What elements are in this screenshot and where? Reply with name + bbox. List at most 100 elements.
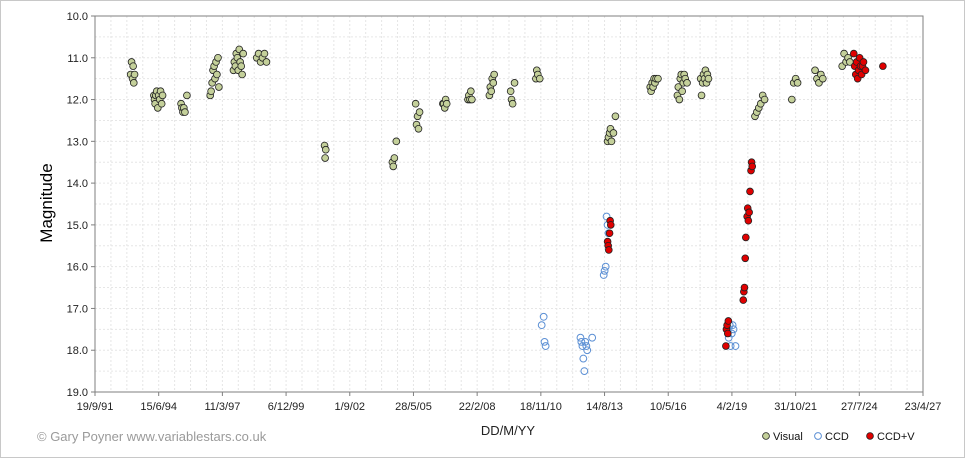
y-tick-label: 14.0: [67, 178, 88, 190]
data-point: [600, 266, 609, 275]
y-axis-ticks: 10.0 11.0 12.0 13.0 14.0 15.0 16.0 17.0 18.0 19.0: [67, 11, 95, 399]
data-point: [183, 91, 191, 100]
data-point: [746, 187, 754, 196]
data-point: [414, 125, 423, 133]
data-point: [740, 283, 749, 292]
data-point: [742, 233, 750, 242]
y-tick-label: 11.0: [67, 53, 88, 65]
legend: Visual CCD CCD+V: [762, 431, 915, 443]
data-point: [389, 162, 398, 171]
data-point: [490, 70, 498, 79]
data-point: [683, 79, 691, 87]
data-point: [239, 49, 248, 58]
data-point: [744, 216, 753, 225]
data-point: [130, 70, 139, 79]
data-point: [392, 137, 401, 146]
copyright-text: © Gary Poyner www.variablestars.co.uk: [37, 429, 267, 444]
data-point: [129, 62, 137, 70]
data-point: [704, 74, 713, 83]
x-tick-label: 19/9/91: [77, 401, 114, 413]
data-point: [506, 87, 515, 95]
x-tick-label: 31/10/21: [774, 401, 817, 413]
x-tick-label: 4/2/19: [717, 401, 748, 413]
legend-label: CCD+V: [877, 431, 915, 443]
x-tick-label: 11/3/97: [204, 401, 240, 413]
x-tick-label: 14/8/13: [586, 401, 623, 413]
data-point: [510, 79, 519, 87]
data-point: [793, 79, 802, 87]
data-point: [607, 137, 616, 146]
data-points: [126, 45, 887, 376]
y-axis-label: Magnitude: [37, 163, 56, 242]
legend-marker: [762, 432, 770, 440]
y-tick-label: 12.0: [67, 95, 88, 107]
data-point: [181, 108, 189, 116]
data-point: [697, 91, 706, 100]
data-point: [508, 99, 517, 108]
data-point: [158, 91, 167, 100]
data-point: [260, 49, 269, 58]
x-tick-label: 10/5/16: [650, 401, 687, 413]
data-point: [601, 262, 610, 271]
data-point: [859, 58, 868, 66]
data-point: [787, 95, 796, 104]
data-point: [605, 229, 614, 238]
data-point: [468, 95, 476, 104]
data-point: [321, 154, 329, 162]
data-point: [576, 333, 585, 342]
y-tick-label: 15.0: [67, 220, 88, 232]
data-point: [442, 99, 451, 108]
data-point: [487, 87, 496, 95]
data-point: [741, 254, 750, 263]
data-point: [609, 129, 618, 137]
legend-label: Visual: [773, 431, 803, 443]
data-point: [724, 317, 733, 325]
data-point: [722, 342, 730, 350]
x-tick-label: 28/5/05: [395, 401, 432, 413]
data-point: [819, 74, 827, 83]
data-point: [731, 342, 740, 350]
y-tick-label: 16.0: [67, 262, 88, 274]
data-point: [811, 66, 819, 75]
legend-label: CCD: [825, 431, 849, 443]
data-point: [415, 108, 424, 116]
data-point: [237, 62, 246, 70]
data-point: [579, 354, 588, 363]
data-point: [262, 58, 271, 66]
data-point: [129, 79, 138, 87]
x-axis-label: DD/M/YY: [481, 423, 536, 438]
y-tick-label: 13.0: [67, 136, 88, 148]
data-point: [207, 87, 215, 95]
x-tick-label: 23/4/27: [905, 401, 942, 413]
data-point: [537, 321, 546, 330]
data-point: [214, 53, 222, 62]
x-tick-label: 18/11/10: [520, 401, 562, 413]
legend-marker: [866, 432, 874, 440]
x-axis-ticks: 19/9/91 15/6/94 11/3/97 6/12/99 1/9/02 28/5/0…: [77, 392, 942, 413]
data-point: [678, 87, 686, 95]
x-tick-label: 6/12/99: [268, 401, 305, 413]
data-point: [580, 367, 589, 376]
data-point: [467, 87, 475, 95]
y-tick-label: 19.0: [67, 387, 88, 399]
x-tick-label: 27/7/24: [841, 401, 878, 413]
series-ccd-v: [603, 49, 887, 350]
data-point: [578, 342, 587, 350]
data-point: [723, 329, 732, 338]
series-visual: [126, 45, 854, 171]
x-tick-label: 1/9/02: [334, 401, 365, 413]
data-point: [321, 145, 330, 154]
data-point: [577, 337, 586, 346]
y-tick-label: 17.0: [67, 303, 88, 315]
legend-marker: [814, 432, 822, 440]
y-tick-label: 18.0: [67, 345, 88, 357]
data-point: [599, 271, 608, 279]
data-point: [489, 79, 498, 87]
data-point: [605, 246, 613, 254]
data-point: [411, 99, 420, 108]
data-point: [611, 112, 620, 121]
data-point: [849, 49, 858, 58]
data-point: [581, 337, 590, 346]
